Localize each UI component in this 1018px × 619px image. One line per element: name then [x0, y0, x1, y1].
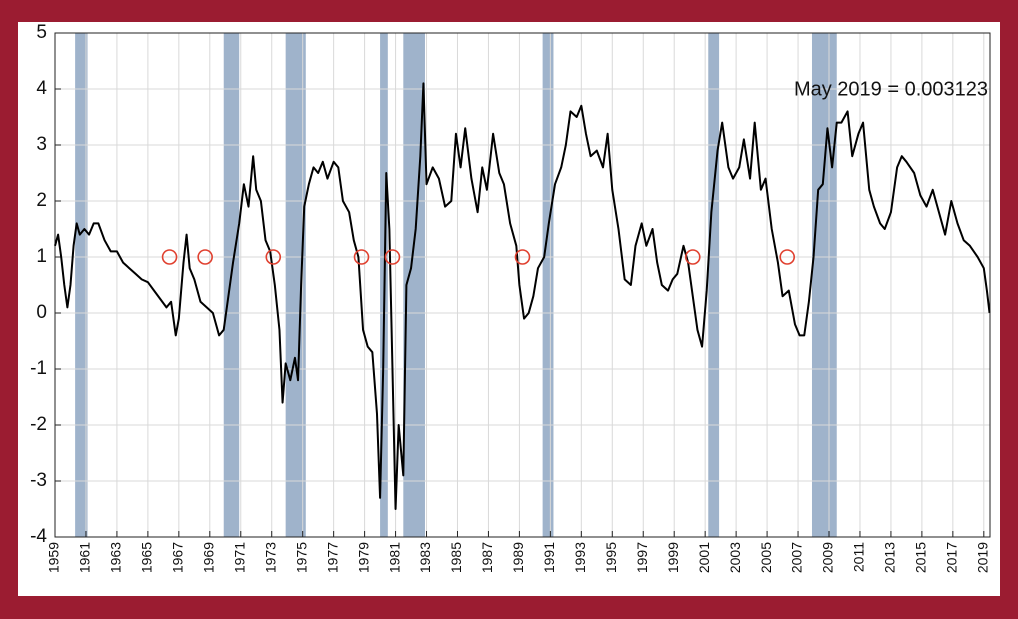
y-tick-label: 0: [36, 302, 47, 323]
marker: [197, 249, 213, 265]
y-tick-label: 4: [36, 78, 47, 99]
x-tick-label: 1963: [108, 542, 124, 573]
x-tick-label: 2003: [727, 542, 743, 573]
marker: [265, 249, 282, 265]
x-tick-label: 1983: [417, 542, 433, 573]
annotation: May 2019 = 0.003123: [794, 78, 988, 100]
x-tick-label: 1993: [572, 542, 588, 573]
x-tick-label: 1997: [634, 542, 650, 573]
recession-band: [811, 33, 837, 537]
recession-band: [285, 33, 306, 537]
x-tick-label: 2011: [851, 542, 867, 572]
y-tick-label: 5: [36, 22, 47, 43]
x-tick-label: 1959: [46, 542, 62, 573]
x-tick-label: 1987: [479, 542, 495, 573]
x-tick-label: 1965: [139, 542, 155, 573]
recession-band: [75, 33, 88, 537]
series-line: [54, 82, 991, 510]
x-tick-label: 1967: [170, 542, 186, 573]
x-tick-label: 2005: [758, 542, 774, 573]
x-tick-label: 1995: [603, 542, 619, 573]
x-tick-label: 1979: [355, 542, 371, 573]
recession-band: [708, 33, 720, 537]
foreground-layer: 1959 1961 1963 1965 1967 1969 1971 1973 1975 1977…: [30, 22, 991, 573]
x-tick-label: 1973: [262, 542, 278, 573]
marker: [384, 249, 401, 265]
x-tick-label: 2009: [820, 542, 836, 573]
recession-band: [542, 33, 554, 537]
marker: [684, 249, 701, 265]
x-tick-label: 1961: [77, 542, 93, 573]
y-tick-label: -1: [30, 358, 47, 379]
x-tick-label: 1981: [386, 542, 402, 573]
y-tick-label: 3: [36, 134, 47, 155]
y-tick-label: 1: [36, 246, 47, 267]
y-tick-label: -3: [30, 470, 47, 491]
x-tick-label: 1999: [665, 542, 681, 573]
y-tick-label: -4: [30, 526, 47, 547]
x-tick-label: 2007: [789, 542, 805, 573]
y-tick-label: -2: [30, 414, 47, 435]
x-tick-label: 1971: [231, 542, 247, 573]
panel: [18, 22, 1000, 596]
x-tick-label: 1991: [541, 542, 557, 573]
marker: [779, 249, 796, 265]
x-tick-label: 1977: [324, 542, 340, 573]
x-tick-label: 1975: [293, 542, 309, 573]
marker: [353, 249, 370, 265]
x-tick-label: 2001: [696, 542, 712, 573]
x-tick-label: 1969: [201, 542, 217, 573]
x-tick-label: 2019: [975, 542, 991, 573]
recession-band: [223, 33, 240, 537]
marker: [514, 249, 531, 265]
plot-frame: [54, 32, 991, 538]
x-tick-label: 2013: [882, 542, 898, 573]
x-tick-label: 2015: [913, 542, 929, 573]
x-tick-label: 1985: [448, 542, 464, 573]
marker: [161, 249, 178, 265]
x-tick-label: 2017: [944, 542, 960, 573]
y-tick-label: 2: [36, 190, 47, 211]
x-tick-label: 1989: [510, 542, 526, 573]
